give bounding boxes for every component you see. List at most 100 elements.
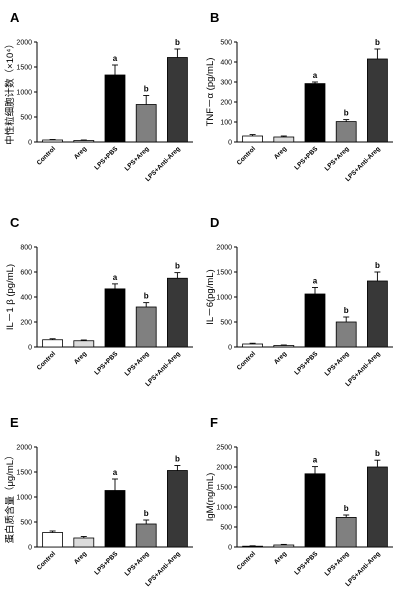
category-label: Control xyxy=(36,145,57,166)
significance-label: a xyxy=(113,468,118,477)
y-tick-label: 600 xyxy=(20,270,32,277)
y-axis-label-d: IL－6(pg/mL) xyxy=(205,269,216,324)
category-label: Control xyxy=(236,145,257,166)
significance-label: b xyxy=(375,38,380,47)
category-label: Control xyxy=(36,550,57,571)
category-label: LPS+PBS xyxy=(293,550,319,576)
bar-lps-areg xyxy=(335,321,357,348)
y-tick-label: 2500 xyxy=(216,445,232,452)
significance-label: b xyxy=(375,261,380,270)
bar-lps-anti-areg xyxy=(167,470,188,548)
significance-label: b xyxy=(344,109,349,118)
category-label: Areg xyxy=(273,550,288,565)
significance-label: b xyxy=(175,455,180,464)
bar-lps-anti-areg xyxy=(367,58,388,143)
y-tick-label: 1500 xyxy=(16,470,32,477)
y-tick-label: 1500 xyxy=(216,485,232,492)
y-tick-label: 500 xyxy=(20,520,32,527)
category-label: Areg xyxy=(73,350,88,365)
y-tick-label: 0 xyxy=(228,545,232,552)
category-label: LPS+Areg xyxy=(324,550,351,577)
y-tick-label: 2000 xyxy=(216,245,232,252)
category-label: LPS+Areg xyxy=(124,145,151,172)
bar-areg xyxy=(73,537,95,548)
y-tick-label: 2000 xyxy=(16,40,32,47)
panel-b: B TNF－α (pg/mL) 0 100 200 300 400 500 Control Are… xyxy=(205,10,393,183)
y-axis-label-c: IL－1 β (pg/mL) xyxy=(5,264,16,330)
bar-control xyxy=(242,343,263,348)
category-label: Areg xyxy=(73,145,88,160)
y-tick-label: 0 xyxy=(28,545,32,552)
significance-label: b xyxy=(375,449,380,458)
y-tick-label: 800 xyxy=(20,245,32,252)
significance-label: a xyxy=(313,277,318,286)
y-tick-label: 200 xyxy=(220,100,232,107)
significance-label: b xyxy=(175,262,180,271)
bar-areg xyxy=(73,140,95,143)
category-label: Control xyxy=(236,550,257,571)
category-label: LPS+Areg xyxy=(324,145,351,172)
category-label: LPS+PBS xyxy=(93,350,119,376)
y-tick-label: 1500 xyxy=(216,270,232,277)
bar-areg xyxy=(73,340,95,348)
y-tick-label: 1000 xyxy=(216,505,232,512)
panel-label-f: F xyxy=(210,415,218,430)
panel-label-c: C xyxy=(10,215,20,230)
category-label: LPS+Areg xyxy=(124,350,151,377)
bar-lps-pbs xyxy=(104,288,126,348)
bar-control xyxy=(242,545,263,548)
category-label: LPS+PBS xyxy=(293,145,319,171)
panel-a: A 中性粒细胞计数（×10⁴） 0 500 1000 1500 2000 Control Are… xyxy=(4,10,193,183)
y-axis-label-f: IgM(ng/mL) xyxy=(205,473,216,522)
category-label: LPS+PBS xyxy=(293,350,319,376)
y-tick-label: 400 xyxy=(20,295,32,302)
panel-label-b: B xyxy=(210,10,219,25)
y-tick-label: 0 xyxy=(228,345,232,352)
bar-lps-pbs xyxy=(304,83,326,143)
significance-label: b xyxy=(144,292,149,301)
y-tick-label: 0 xyxy=(28,140,32,147)
y-axis-label-b: TNF－α (pg/mL) xyxy=(205,58,216,127)
y-axis-label-a: 中性粒细胞计数（×10⁴） xyxy=(4,39,16,145)
category-label: LPS+Areg xyxy=(324,350,351,377)
significance-label: a xyxy=(313,456,318,465)
bar-lps-anti-areg xyxy=(367,466,388,548)
panel-e: E 蛋白质含量（μg/mL） 0 500 1000 1500 2000 Control Areg… xyxy=(4,415,193,588)
category-label: LPS+PBS xyxy=(93,550,119,576)
bar-lps-pbs xyxy=(104,490,126,548)
panel-label-a: A xyxy=(10,10,20,25)
bar-lps-pbs xyxy=(304,473,326,548)
bar-control xyxy=(42,139,63,143)
significance-label: a xyxy=(113,273,118,282)
significance-label: b xyxy=(144,509,149,518)
y-tick-label: 300 xyxy=(220,80,232,87)
y-axis-label-e: 蛋白质含量（μg/mL） xyxy=(4,450,16,543)
bar-areg xyxy=(273,136,295,143)
bar-control xyxy=(42,532,63,548)
y-tick-label: 1000 xyxy=(16,90,32,97)
bar-lps-pbs xyxy=(304,293,326,348)
bar-lps-anti-areg xyxy=(167,277,188,348)
y-tick-label: 500 xyxy=(220,525,232,532)
bar-lps-areg xyxy=(135,523,157,548)
y-tick-label: 100 xyxy=(220,120,232,127)
category-label: Areg xyxy=(273,145,288,160)
y-tick-label: 2000 xyxy=(16,445,32,452)
y-tick-label: 1000 xyxy=(216,295,232,302)
category-label: LPS+Areg xyxy=(124,550,151,577)
significance-label: b xyxy=(344,306,349,315)
y-tick-label: 500 xyxy=(220,320,232,327)
panel-label-d: D xyxy=(210,215,219,230)
significance-label: a xyxy=(313,71,318,80)
significance-label: b xyxy=(144,85,149,94)
panel-f: F IgM(ng/mL) 0 500 1000 1500 2000 2500 Control Ar… xyxy=(205,415,393,588)
bar-areg xyxy=(273,345,295,348)
category-label: LPS+PBS xyxy=(93,145,119,171)
panel-c: C IL－1 β (pg/mL) 0 200 400 600 800 Control Areg a… xyxy=(5,215,193,388)
y-tick-label: 400 xyxy=(220,60,232,67)
bar-areg xyxy=(273,544,295,548)
category-label: Areg xyxy=(273,350,288,365)
bar-control xyxy=(242,135,263,143)
y-tick-label: 500 xyxy=(20,115,32,122)
